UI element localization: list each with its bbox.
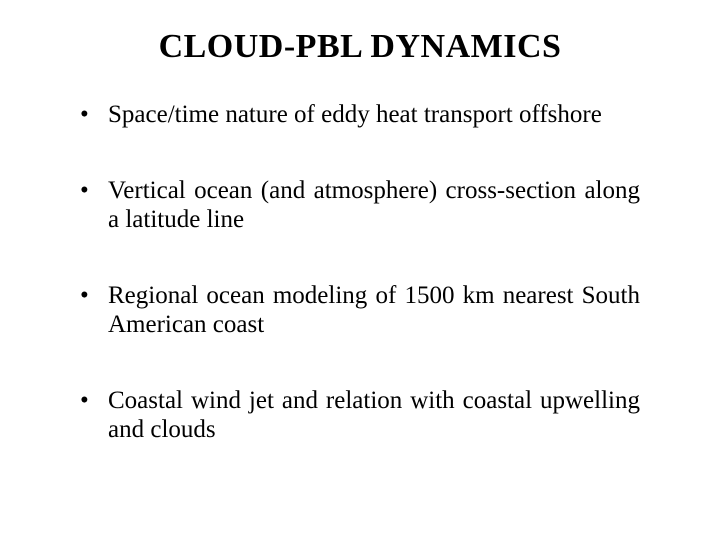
slide-title: CLOUD-PBL DYNAMICS (80, 28, 640, 66)
list-item: Space/time nature of eddy heat transport… (80, 100, 640, 130)
bullet-list: Space/time nature of eddy heat transport… (80, 100, 640, 445)
list-item: Regional ocean modeling of 1500 km neare… (80, 281, 640, 340)
list-item: Vertical ocean (and atmosphere) cross-se… (80, 176, 640, 235)
list-item: Coastal wind jet and relation with coast… (80, 386, 640, 445)
slide: CLOUD-PBL DYNAMICS Space/time nature of … (0, 0, 720, 540)
